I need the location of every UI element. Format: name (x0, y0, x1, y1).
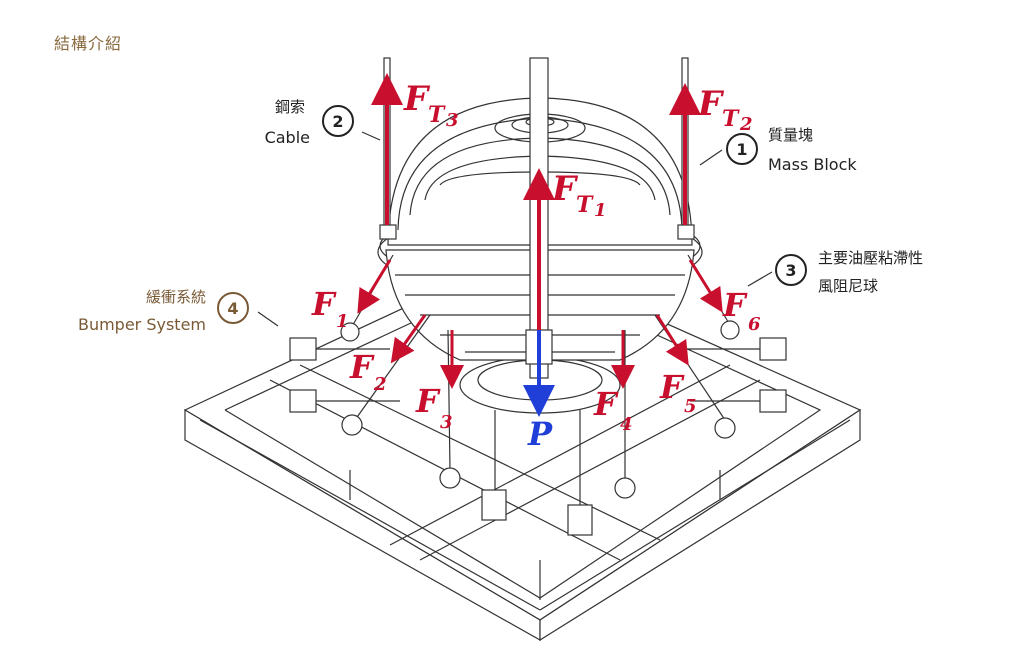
ft2-index: 2 (739, 114, 753, 135)
f1-index: 1 (336, 311, 349, 332)
callout-4-zh: 緩衝系統 (146, 288, 206, 306)
callout-2: 2 鋼索 Cable (265, 98, 354, 147)
f6-symbol: F (722, 286, 748, 324)
base-frame (183, 255, 862, 642)
callout-1-en: Mass Block (768, 155, 857, 174)
force-label-ft3: F T 3 (403, 79, 459, 131)
force-label-f4: F 4 (593, 385, 633, 435)
callout-1-number: 1 (736, 140, 747, 159)
callout-4-en: Bumper System (78, 315, 206, 334)
ft2-sub: T (722, 106, 740, 132)
callout-2-number: 2 (332, 112, 343, 131)
f3-symbol: F (415, 382, 441, 420)
callout-2-zh: 鋼索 (275, 98, 305, 116)
ft3-sub: T (428, 102, 446, 128)
callout-4-number: 4 (227, 299, 238, 318)
f2-index: 2 (373, 374, 387, 395)
force-label-f6: F 6 (722, 286, 761, 335)
callout-leaders (257, 131, 773, 327)
force-label-ft2: F T 2 (697, 84, 753, 135)
f4-index: 4 (620, 414, 633, 435)
callout-3-number: 3 (785, 261, 796, 280)
f4-symbol: F (593, 385, 619, 423)
callout-3: 3 主要油壓粘滯性 風阻尼球 (775, 249, 923, 295)
f2-symbol: F (349, 348, 375, 386)
f6-index: 6 (748, 314, 761, 335)
page-title: 結構介紹 (54, 34, 123, 53)
bumper-blocks (289, 337, 787, 413)
force-label-p: P (527, 415, 553, 453)
callout-1-zh: 質量塊 (768, 126, 813, 144)
force-label-f5: F 5 (659, 368, 697, 417)
ft1-index: 1 (594, 200, 607, 221)
f1-symbol: F (311, 285, 337, 323)
force-label-f1: F 1 (311, 285, 349, 332)
callout-2-en: Cable (265, 128, 310, 147)
dampers (340, 254, 740, 536)
damper-arrows (357, 259, 723, 389)
callout-3-zh-line1: 主要油壓粘滯性 (818, 249, 923, 267)
ft2-symbol: F (697, 84, 725, 124)
ft3-index: 3 (446, 110, 459, 131)
ft1-sub: T (576, 192, 594, 218)
force-label-f3: F 3 (415, 382, 453, 433)
ft1-symbol: F (551, 169, 579, 209)
force-label-f2: F 2 (349, 348, 387, 395)
f3-index: 3 (440, 412, 453, 433)
callout-4: 4 緩衝系統 Bumper System (78, 288, 249, 334)
tension-arrows (371, 73, 701, 330)
ft3-symbol: F (403, 79, 431, 119)
f5-index: 5 (684, 396, 697, 417)
callout-1: 1 質量塊 Mass Block (726, 126, 857, 174)
f5-symbol: F (659, 368, 685, 406)
callout-3-zh-line2: 風阻尼球 (818, 277, 878, 295)
force-label-ft1: F T 1 (551, 169, 607, 221)
